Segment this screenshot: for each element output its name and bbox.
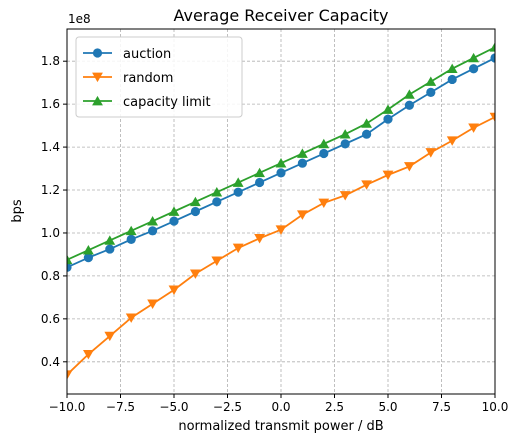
data-point-auction: [298, 159, 307, 168]
data-point-auction: [383, 115, 392, 124]
y-tick-label: 1.0: [41, 226, 60, 240]
data-point-auction: [448, 75, 457, 84]
data-point-capacity-limit: [126, 226, 137, 235]
data-point-random: [276, 225, 287, 234]
y-tick-label: 0.6: [41, 312, 60, 326]
data-point-random: [318, 199, 329, 208]
data-point-auction: [191, 207, 200, 216]
data-point-capacity-limit: [254, 168, 265, 177]
data-point-auction: [127, 235, 136, 244]
data-point-random: [383, 171, 394, 180]
data-point-capacity-limit: [169, 206, 180, 215]
data-point-auction: [362, 130, 371, 139]
data-point-random: [147, 300, 158, 309]
x-tick-label: 5.0: [378, 400, 397, 414]
data-point-auction: [148, 226, 157, 235]
x-tick-label: −10.0: [49, 400, 86, 414]
data-point-auction: [169, 217, 178, 226]
data-point-random: [169, 286, 180, 295]
x-tick-label: 10.0: [482, 400, 509, 414]
legend: auction random capacity limit: [76, 37, 242, 117]
data-point-capacity-limit: [147, 216, 158, 225]
y-axis-offset-label: 1e8: [68, 12, 91, 26]
data-point-capacity-limit: [318, 139, 329, 148]
x-tick-label: 0.0: [271, 400, 290, 414]
data-point-capacity-limit: [468, 53, 479, 62]
y-tick-label: 1.4: [41, 140, 60, 154]
x-tick-label: 2.5: [325, 400, 344, 414]
x-axis-label: normalized transmit power / dB: [178, 419, 383, 434]
data-point-auction: [319, 149, 328, 158]
chart-title: Average Receiver Capacity: [173, 6, 388, 25]
data-point-random: [468, 123, 479, 132]
data-point-auction: [255, 178, 264, 187]
data-point-auction: [276, 168, 285, 177]
data-point-capacity-limit: [340, 129, 351, 138]
x-tick-label: 7.5: [432, 400, 451, 414]
data-point-capacity-limit: [425, 76, 436, 85]
data-point-auction: [234, 188, 243, 197]
x-tick-label: −2.5: [213, 400, 242, 414]
legend-label: auction: [123, 47, 171, 62]
y-tick-label: 0.8: [41, 269, 60, 283]
legend-marker: [93, 48, 102, 57]
data-point-auction: [405, 101, 414, 110]
data-point-random: [254, 234, 265, 243]
data-point-capacity-limit: [447, 64, 458, 73]
data-point-auction: [105, 244, 114, 253]
data-point-capacity-limit: [404, 89, 415, 98]
data-point-capacity-limit: [83, 245, 94, 254]
y-tick-label: 1.2: [41, 183, 60, 197]
data-point-random: [447, 136, 458, 145]
data-point-auction: [341, 139, 350, 148]
legend-label: capacity limit: [123, 95, 211, 110]
y-tick-label: 1.6: [41, 97, 60, 111]
x-tick-label: −7.5: [106, 400, 135, 414]
y-tick-label: 1.8: [41, 54, 60, 68]
data-point-random: [361, 180, 372, 189]
data-point-random: [425, 148, 436, 157]
y-tick-label: 0.4: [41, 355, 60, 369]
data-point-capacity-limit: [276, 158, 287, 167]
legend-label: random: [123, 71, 173, 86]
data-point-capacity-limit: [361, 118, 372, 127]
data-point-capacity-limit: [190, 197, 201, 206]
data-point-capacity-limit: [233, 177, 244, 186]
data-point-auction: [426, 88, 435, 97]
x-tick-label: −5.0: [159, 400, 188, 414]
y-axis-label: bps: [10, 199, 25, 223]
data-point-auction: [469, 64, 478, 73]
data-point-capacity-limit: [211, 187, 222, 196]
data-point-random: [404, 162, 415, 171]
data-point-capacity-limit: [104, 235, 115, 244]
data-point-capacity-limit: [297, 148, 308, 157]
data-point-auction: [212, 197, 221, 206]
data-point-random: [233, 244, 244, 253]
data-point-random: [211, 257, 222, 266]
